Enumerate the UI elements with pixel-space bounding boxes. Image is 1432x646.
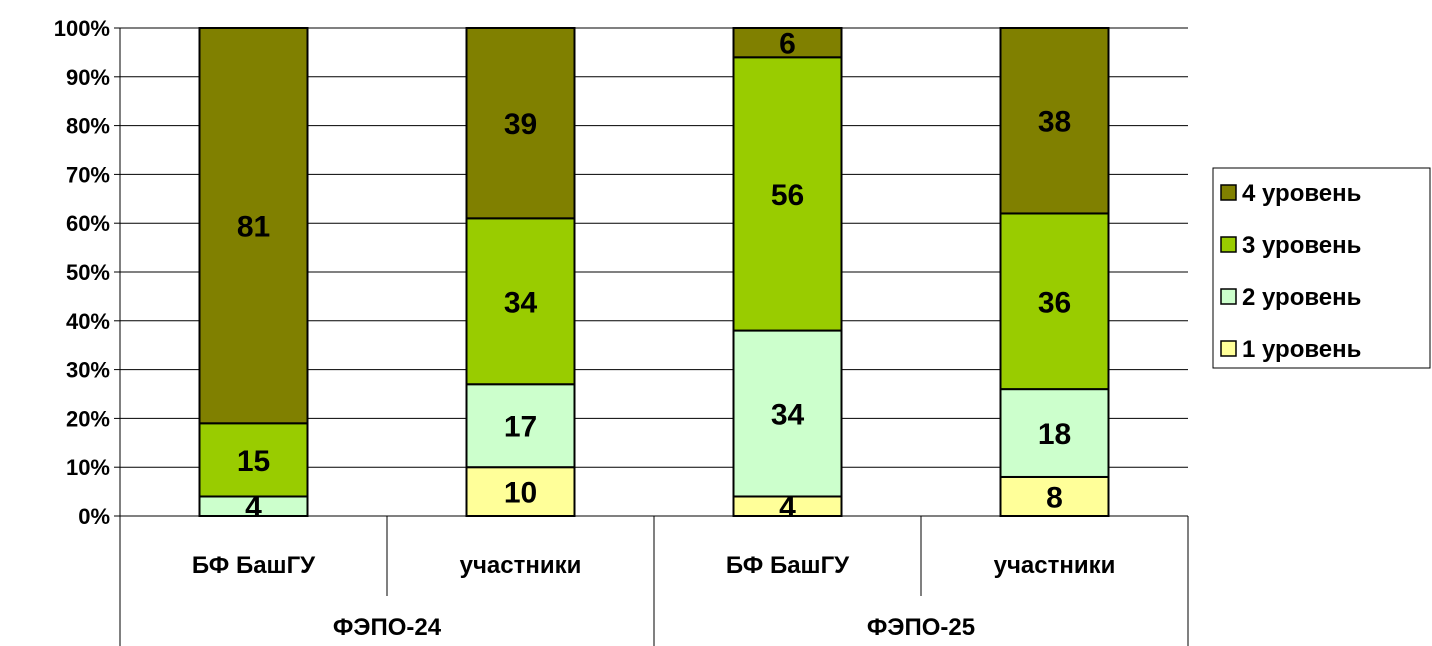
y-tick-label: 40%	[66, 309, 110, 334]
legend: 4 уровень 3 уровень 2 уровень 1 уровень	[1212, 167, 1431, 369]
data-label: 15	[237, 445, 270, 478]
legend-label: 1 уровень	[1242, 336, 1361, 363]
bar-segment	[732, 329, 843, 498]
y-tick-label: 20%	[66, 406, 110, 431]
legend-label: 4 уровень	[1242, 180, 1361, 207]
legend-swatch	[1220, 184, 1237, 201]
legend-swatch	[1220, 236, 1237, 253]
data-label: 18	[1038, 418, 1071, 451]
y-tick-label: 90%	[66, 65, 110, 90]
bar-segment	[465, 383, 576, 469]
bar-segment	[198, 27, 309, 425]
group-label: ФЭПО-24	[333, 614, 442, 641]
category-label: участники	[460, 552, 582, 579]
data-label: 10	[504, 477, 537, 510]
data-label: 34	[504, 286, 538, 319]
data-label: 36	[1038, 286, 1071, 319]
legend-swatch	[1220, 340, 1237, 357]
bars	[198, 27, 1110, 518]
y-tick-label: 50%	[66, 260, 110, 285]
y-tick-label: 10%	[66, 455, 110, 480]
y-tick-label: 30%	[66, 358, 110, 383]
data-labels: 10 4 8 4 17 34 18 15 34 56 36 81 39 6 38	[237, 28, 1071, 525]
data-label: 34	[771, 399, 805, 432]
data-label: 4	[779, 491, 796, 524]
legend-box	[1212, 167, 1431, 369]
group-label: ФЭПО-25	[867, 614, 975, 641]
bar-segment	[465, 27, 576, 220]
bar-segment	[999, 27, 1110, 215]
data-label: 56	[771, 179, 804, 212]
bar-segment	[999, 475, 1110, 517]
bar-segment	[999, 212, 1110, 391]
data-label: 39	[504, 108, 537, 141]
bar-segment	[465, 466, 576, 518]
legend-label: 2 уровень	[1242, 284, 1361, 311]
category-label: участники	[994, 552, 1116, 579]
y-tick-label: 70%	[66, 162, 110, 187]
legend-label: 3 уровень	[1242, 232, 1361, 259]
data-label: 4	[245, 491, 262, 524]
data-label: 17	[504, 411, 537, 444]
category-label: БФ БашГУ	[726, 552, 850, 579]
y-tick-label: 60%	[66, 211, 110, 236]
y-tick-label: 0%	[78, 504, 110, 529]
axes: 0% 10% 20% 30% 40% 50% 60% 70% 80% 90% 100% БФ БашГ…	[54, 16, 1189, 646]
bar-segment	[732, 27, 843, 59]
data-label: 8	[1046, 481, 1063, 514]
data-label: 81	[237, 211, 270, 244]
y-tick-label: 100%	[54, 16, 110, 41]
y-tick-label: 80%	[66, 114, 110, 139]
legend-swatch	[1220, 288, 1237, 305]
category-label: БФ БашГУ	[192, 552, 316, 579]
data-label: 38	[1038, 106, 1071, 139]
bar-segment	[999, 388, 1110, 478]
bar-segment	[732, 56, 843, 332]
bar-segment	[198, 422, 309, 498]
data-label: 6	[779, 28, 796, 61]
